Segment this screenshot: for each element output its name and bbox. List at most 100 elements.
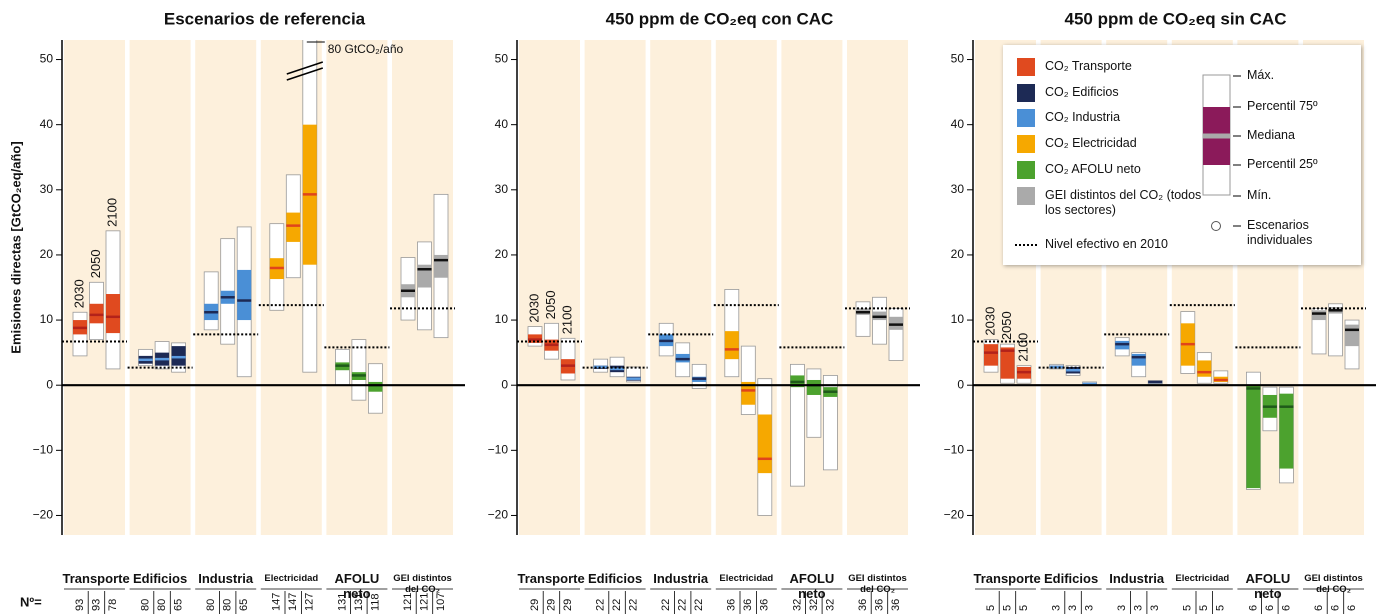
n-value: 6 [1247, 605, 1259, 611]
y-tick-label: 30 [951, 182, 965, 196]
range-box [1328, 303, 1343, 357]
legend-label: CO₂ Edificios [1045, 85, 1119, 99]
n-value: 6 [1329, 605, 1341, 611]
x-tick-label: GEI distintos del CO₂ [393, 573, 452, 595]
annotation: 80 GtCO₂/año [328, 42, 404, 56]
year-label: 2030 [526, 294, 541, 323]
iqr-box [741, 381, 756, 405]
n-value: 5 [985, 605, 997, 611]
n-value: 121 [402, 593, 414, 611]
n-value: 127 [304, 593, 316, 611]
n-value: 36 [759, 599, 771, 611]
n-value: 5 [1198, 605, 1210, 611]
n-value: 121 [418, 593, 430, 611]
x-tick-label: Edificios [1044, 571, 1099, 586]
n-value: 32 [791, 599, 803, 611]
n-value: 6 [1313, 605, 1325, 611]
sector-background [326, 40, 388, 535]
x-tick-label: Transporte [973, 571, 1041, 586]
iqr-box [1246, 385, 1261, 489]
range-box [872, 296, 887, 345]
n-value: 118 [369, 593, 381, 611]
n-value: 6 [1280, 605, 1292, 611]
y-tick-label: 10 [495, 312, 509, 326]
n-value: 80 [205, 599, 217, 611]
y-tick-label: 0 [957, 377, 964, 391]
n-value: 80 [222, 599, 234, 611]
n-value: 3 [1149, 605, 1161, 611]
sector-background [650, 40, 712, 535]
n-value: 93 [90, 599, 102, 611]
range-box [351, 339, 367, 401]
iqr-box [757, 414, 772, 474]
n-value: 22 [611, 599, 623, 611]
n-value: 3 [1067, 605, 1079, 611]
n-value: 36 [857, 599, 869, 611]
iqr-box [1279, 393, 1294, 469]
x-tick-label: Industria [198, 571, 254, 586]
n-value: 3 [1084, 605, 1096, 611]
iqr-box [806, 379, 821, 395]
legend-swatch [1017, 135, 1035, 153]
iqr-box [286, 212, 301, 242]
n-value: 5 [1018, 605, 1030, 611]
legend-label: Nivel efectivo en 2010 [1045, 237, 1168, 251]
y-tick-label: 10 [951, 312, 965, 326]
range-box [888, 307, 904, 361]
n-value: 78 [107, 599, 119, 611]
n-value: 22 [693, 599, 705, 611]
range-box [823, 375, 838, 471]
x-tick-label: Edificios [133, 571, 188, 586]
y-tick-label: 40 [40, 117, 54, 131]
n-value: 107 [435, 593, 447, 611]
break-mark [286, 67, 324, 81]
n-label: Nº= [20, 594, 42, 609]
sector-background [847, 40, 908, 535]
iqr-box [1000, 347, 1015, 379]
year-label: 2100 [1015, 333, 1030, 362]
legend-label: GEI distintos del CO₂ (todos los sectore… [1045, 188, 1202, 217]
legend-label: CO₂ AFOLU neto [1045, 162, 1141, 176]
y-tick-label: 40 [951, 117, 965, 131]
range-box [790, 363, 805, 487]
n-value: 36 [742, 599, 754, 611]
n-value: 29 [545, 599, 557, 611]
x-tick-label: Industria [653, 571, 709, 586]
iqr-box [984, 344, 998, 366]
legend-swatch [1017, 161, 1035, 179]
legend-graphics [1015, 74, 1241, 246]
iqr-box [171, 346, 186, 366]
n-value: 93 [74, 599, 86, 611]
n-value: 3 [1051, 605, 1063, 611]
x-tick-label: Transporte [517, 571, 585, 586]
n-value: 80 [156, 599, 168, 611]
x-tick-label: GEI distintos del CO₂ [1304, 573, 1363, 595]
plot-area [519, 40, 908, 535]
x-tick-label: AFOLU neto [1245, 571, 1291, 601]
legend-swatch [1017, 84, 1035, 102]
year-label: 2030 [982, 307, 997, 336]
legend-label: CO₂ Electricidad [1045, 136, 1137, 150]
legend-key-label: Mediana [1247, 128, 1295, 142]
n-value: 32 [808, 599, 820, 611]
sector-background [584, 40, 646, 535]
iqr-box [89, 303, 104, 324]
iqr-box [1312, 310, 1326, 321]
n-value: 36 [726, 599, 738, 611]
legend-label: CO₂ Transporte [1045, 59, 1132, 73]
y-tick-label: −10 [33, 443, 54, 457]
iqr-box [368, 381, 383, 392]
legend-label: CO₂ Industria [1045, 110, 1121, 124]
range-box [806, 368, 822, 438]
n-value: 32 [824, 599, 836, 611]
legend-key-label: Escenarios individuales [1247, 218, 1313, 247]
break-mark [286, 61, 324, 75]
y-tick-label: −20 [33, 508, 54, 522]
y-tick-label: 50 [40, 52, 54, 66]
year-label: 2100 [559, 305, 574, 334]
n-value: 80 [140, 599, 152, 611]
iqr-box [1345, 324, 1359, 347]
panel-title: 450 ppm de CO₂eq sin CAC [1065, 9, 1287, 28]
iqr-box [434, 254, 448, 278]
n-value: 3 [1116, 605, 1128, 611]
